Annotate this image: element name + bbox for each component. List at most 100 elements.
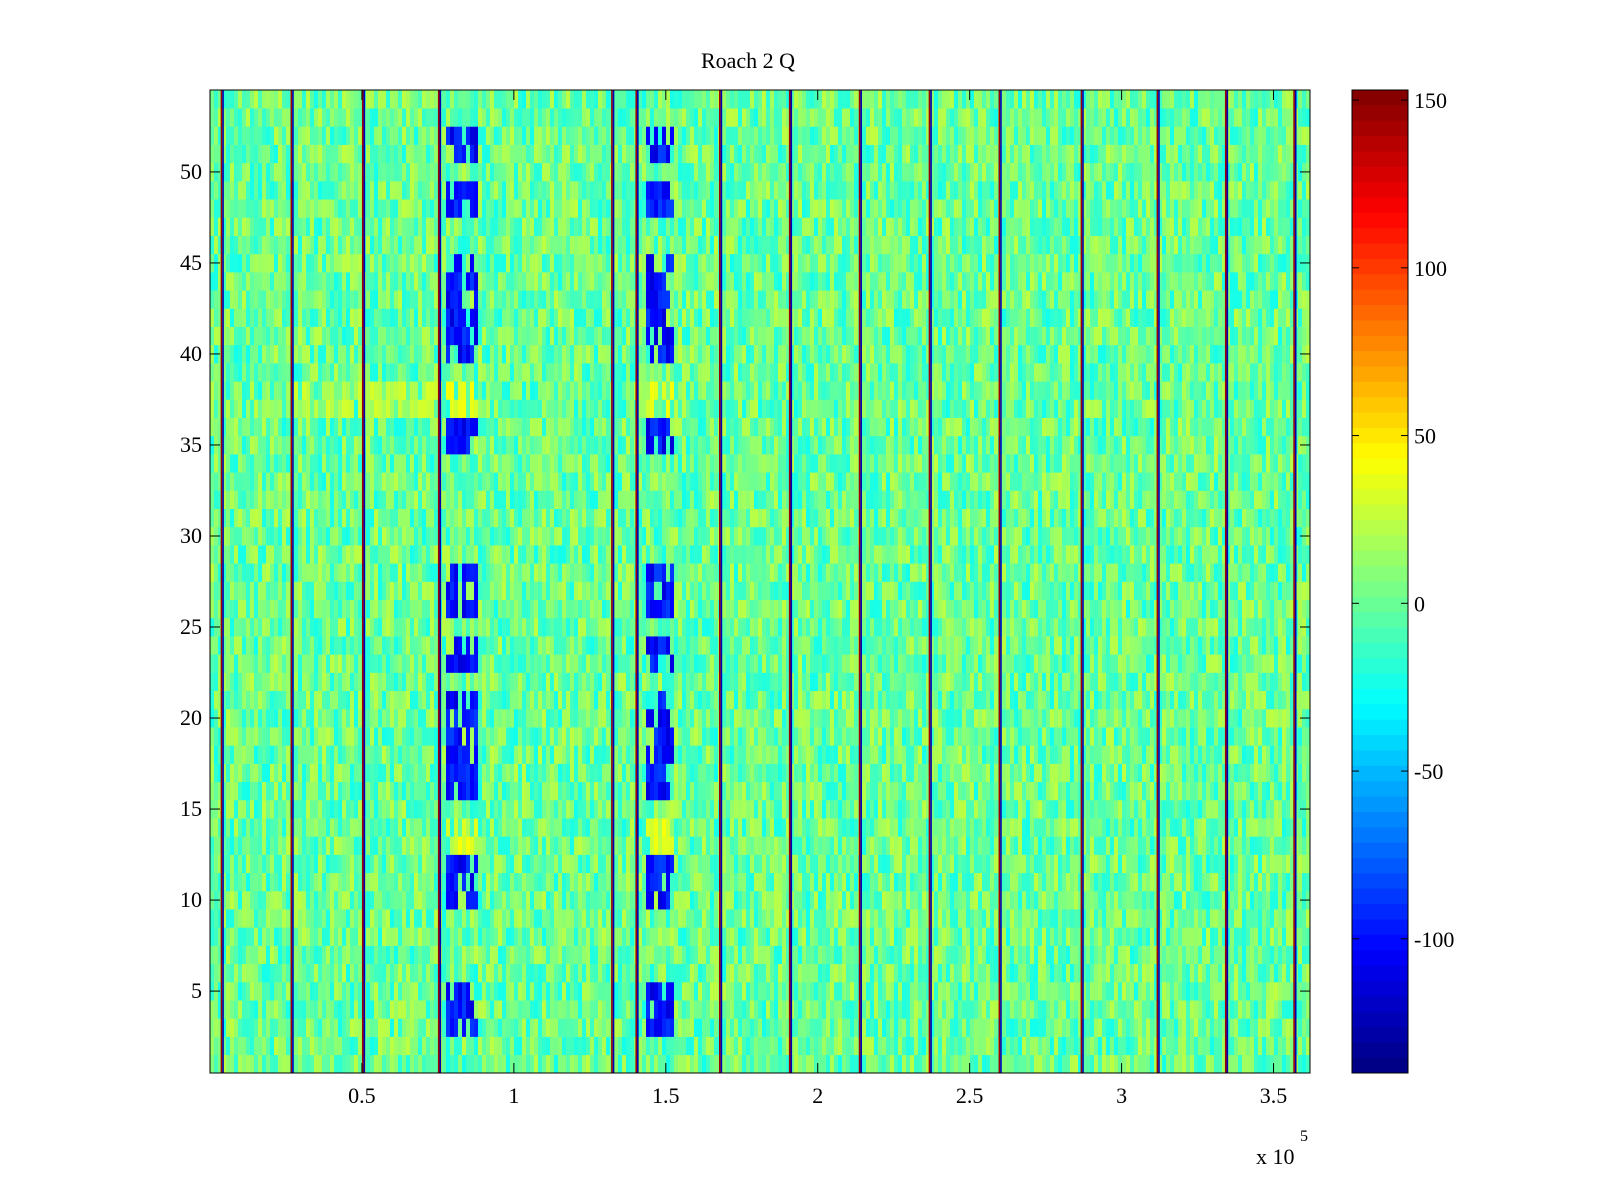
- heatmap-cell: [1038, 1018, 1043, 1037]
- heatmap-cell: [982, 854, 987, 874]
- heatmap-cell: [846, 981, 851, 1001]
- heatmap-cell: [682, 909, 687, 928]
- heatmap-cell: [602, 872, 607, 892]
- heatmap-cell: [1254, 963, 1259, 983]
- heatmap-cell: [558, 1036, 563, 1056]
- heatmap-cell: [722, 1018, 727, 1037]
- heatmap-cell: [750, 909, 755, 928]
- heatmap-cell: [734, 818, 739, 837]
- heatmap-cell: [526, 963, 531, 983]
- heatmap-cell: [626, 945, 631, 965]
- heatmap-cell: [1118, 763, 1123, 783]
- heatmap-cell: [850, 781, 855, 801]
- heatmap-cell: [522, 799, 527, 819]
- heatmap-cell: [794, 854, 799, 874]
- heatmap-cell: [1222, 1000, 1227, 1019]
- heatmap-cell: [914, 1018, 919, 1037]
- heatmap-cell: [1026, 745, 1031, 764]
- heatmap-cell: [514, 854, 519, 874]
- heatmap-cell: [1190, 981, 1195, 1001]
- heatmap-cell: [334, 745, 339, 764]
- heatmap-cell: [890, 872, 895, 892]
- heatmap-cell: [346, 799, 351, 819]
- heatmap-cell: [590, 781, 595, 801]
- heatmap-cell: [502, 909, 507, 928]
- heatmap-cell: [962, 963, 967, 983]
- heatmap-cell: [726, 945, 731, 965]
- heatmap-cell: [238, 909, 243, 928]
- heatmap-cell: [394, 963, 399, 983]
- heatmap-cell: [366, 1018, 371, 1037]
- heatmap-cell: [782, 872, 787, 892]
- heatmap-cell: [818, 909, 823, 928]
- heatmap-cell: [1038, 872, 1043, 892]
- heatmap-cell: [490, 890, 495, 910]
- heatmap-cell: [1098, 745, 1103, 764]
- heatmap-cell: [1238, 818, 1243, 837]
- heatmap-cell: [958, 945, 963, 965]
- heatmap-cell: [342, 781, 347, 801]
- heatmap-cell: [754, 963, 759, 983]
- heatmap-cell: [770, 745, 775, 764]
- heatmap-cell: [886, 963, 891, 983]
- heatmap-cell: [866, 1018, 871, 1037]
- heatmap-cell: [790, 945, 795, 965]
- heatmap-cell: [1046, 836, 1051, 855]
- heatmap-cell: [778, 927, 783, 946]
- heatmap-cell: [790, 890, 795, 910]
- heatmap-cell: [222, 727, 227, 746]
- heatmap-cell: [454, 945, 459, 965]
- heatmap-cell: [486, 763, 491, 783]
- heatmap-cell: [938, 818, 943, 837]
- heatmap-cell: [466, 981, 471, 1001]
- heatmap-cell: [650, 981, 655, 1001]
- heatmap-cell: [222, 945, 227, 965]
- heatmap-cell: [1078, 1036, 1083, 1056]
- heatmap-cell: [1298, 836, 1303, 855]
- heatmap-cell: [1006, 872, 1011, 892]
- heatmap-cell: [466, 890, 471, 910]
- heatmap-cell: [1214, 854, 1219, 874]
- heatmap-cell: [1158, 1000, 1163, 1019]
- heatmap-cell: [434, 1000, 439, 1019]
- heatmap-cell: [450, 854, 455, 874]
- heatmap-cell: [942, 745, 947, 764]
- heatmap-cell: [530, 799, 535, 819]
- heatmap-cell: [246, 1036, 251, 1056]
- heatmap-cell: [914, 890, 919, 910]
- heatmap-cell: [722, 799, 727, 819]
- heatmap-cell: [330, 945, 335, 965]
- heatmap-cell: [618, 1018, 623, 1037]
- heatmap-cell: [742, 1000, 747, 1019]
- heatmap-cell: [974, 909, 979, 928]
- heatmap-cell: [666, 981, 671, 1001]
- heatmap-cell: [490, 945, 495, 965]
- heatmap-cell: [894, 981, 899, 1001]
- heatmap-cell: [282, 727, 287, 746]
- heatmap-cell: [630, 745, 635, 764]
- heatmap-cell: [686, 1000, 691, 1019]
- heatmap-cell: [478, 781, 483, 801]
- heatmap-cell: [658, 963, 663, 983]
- heatmap-cell: [914, 745, 919, 764]
- heatmap-cell: [626, 1036, 631, 1056]
- heatmap-cell: [238, 872, 243, 892]
- heatmap-cell: [946, 745, 951, 764]
- heatmap-cell: [454, 872, 459, 892]
- heatmap-cell: [894, 872, 899, 892]
- heatmap-cell: [1106, 945, 1111, 965]
- heatmap-cell: [906, 781, 911, 801]
- heatmap-cell: [1162, 781, 1167, 801]
- heatmap-cell: [1298, 763, 1303, 783]
- heatmap-cell: [574, 799, 579, 819]
- heatmap-cell: [1010, 781, 1015, 801]
- heatmap-cell: [738, 1000, 743, 1019]
- heatmap-cell: [1086, 1054, 1091, 1074]
- heatmap-cell: [338, 1000, 343, 1019]
- heatmap-cell: [242, 909, 247, 928]
- heatmap-cell: [1170, 836, 1175, 855]
- heatmap-cell: [770, 818, 775, 837]
- heatmap-cell: [262, 927, 267, 946]
- heatmap-cell: [234, 981, 239, 1001]
- heatmap-cell: [994, 854, 999, 874]
